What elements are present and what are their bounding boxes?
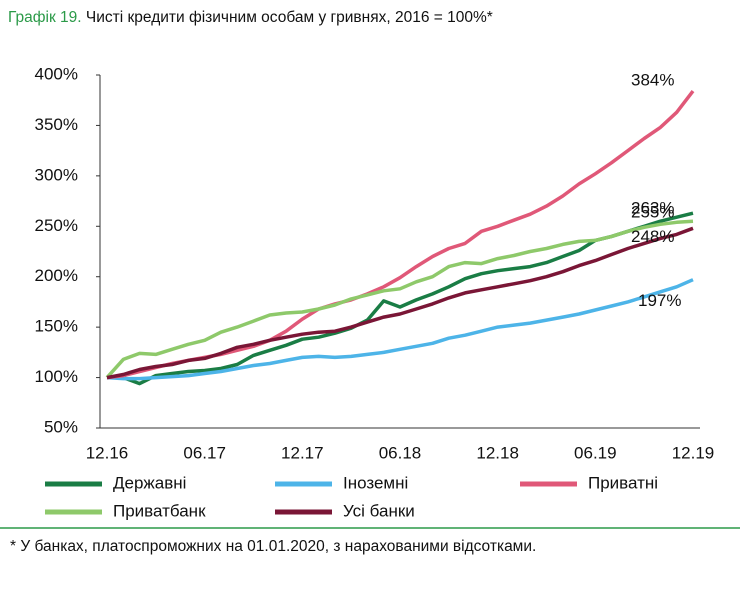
value-label: 197% bbox=[638, 291, 681, 310]
y-tick-label: 300% bbox=[35, 165, 78, 184]
y-tick-label: 250% bbox=[35, 216, 78, 235]
value-label: 248% bbox=[631, 227, 674, 246]
value-label: 263% bbox=[631, 199, 674, 218]
x-tick-label: 12.19 bbox=[672, 443, 715, 462]
footnote: * У банках, платоспроможних на 01.01.202… bbox=[10, 538, 537, 555]
series-line bbox=[106, 226, 694, 380]
y-tick-label: 400% bbox=[35, 64, 78, 83]
legend-label: Державні bbox=[113, 473, 186, 492]
series-line bbox=[105, 219, 694, 379]
x-tick-label: 06.17 bbox=[183, 443, 226, 462]
x-tick-label: 06.19 bbox=[574, 443, 617, 462]
x-tick-label: 12.17 bbox=[281, 443, 324, 462]
x-tick-label: 06.18 bbox=[379, 443, 422, 462]
series-line bbox=[106, 278, 694, 381]
value-label: 255% bbox=[631, 203, 674, 222]
title-text: Чисті кредити фізичним особам у гривнях,… bbox=[86, 9, 493, 26]
x-tick-label: 12.16 bbox=[86, 443, 129, 462]
y-tick-label: 150% bbox=[35, 317, 78, 336]
title-number: Графік 19. bbox=[8, 9, 82, 26]
y-tick-label: 350% bbox=[35, 115, 78, 134]
y-tick-label: 200% bbox=[35, 266, 78, 285]
value-label: 384% bbox=[631, 71, 674, 90]
legend-label: Приватні bbox=[588, 473, 658, 492]
x-tick-label: 12.18 bbox=[476, 443, 519, 462]
legend-label: Іноземні bbox=[343, 473, 408, 492]
legend-label: Усі банки bbox=[343, 501, 415, 520]
chart-title: Графік 19. Чисті кредити фізичним особам… bbox=[8, 9, 493, 26]
y-tick-label: 50% bbox=[44, 417, 78, 436]
series-line bbox=[106, 90, 695, 380]
y-tick-label: 100% bbox=[35, 367, 78, 386]
legend-label: Приватбанк bbox=[113, 501, 206, 520]
